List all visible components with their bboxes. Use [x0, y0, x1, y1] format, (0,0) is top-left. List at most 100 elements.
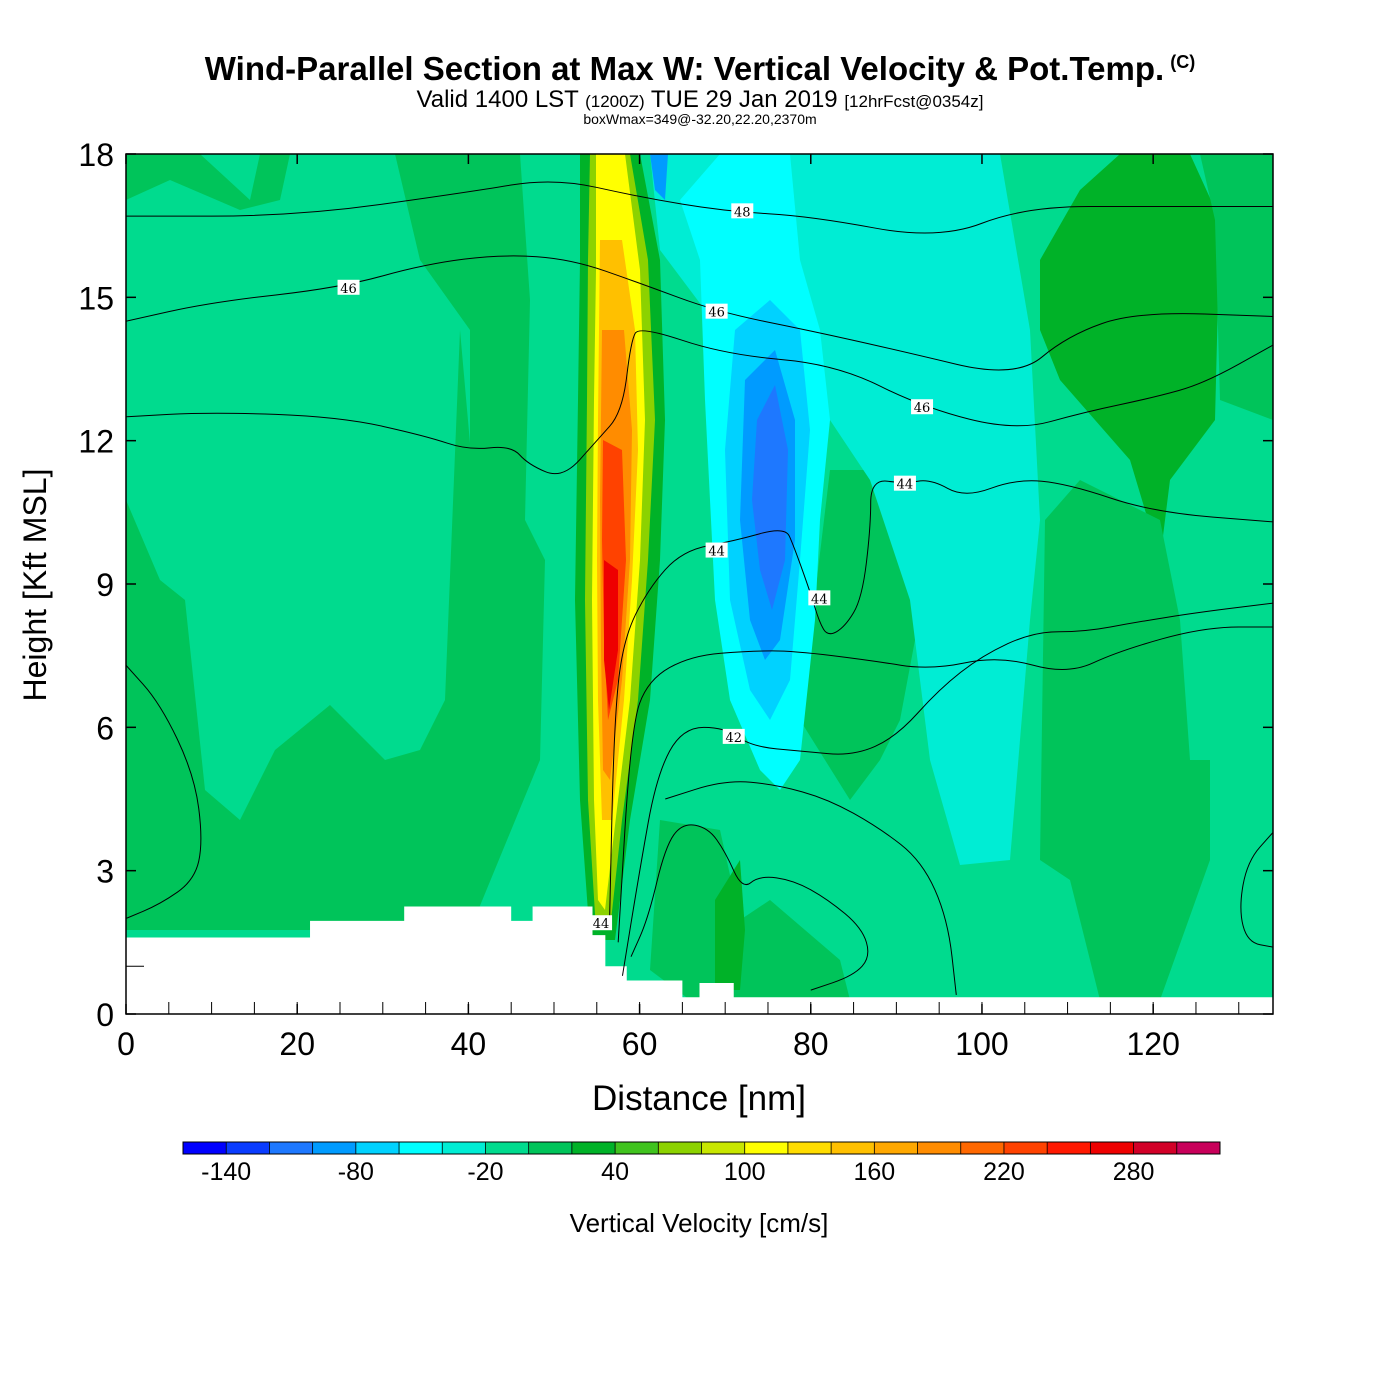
y-axis: 0 3 6 9 12 15 18: [78, 137, 1273, 1033]
contour-label: 44: [808, 590, 831, 607]
x-tick-label: 0: [117, 1026, 135, 1062]
colorbar-swatch: [571, 1142, 616, 1154]
contour-line-40: [126, 664, 202, 919]
contour-label-text: 46: [340, 282, 357, 297]
colorbar-swatch: [917, 1142, 962, 1154]
field-band-top-left: [126, 154, 290, 210]
colorbar-tick-label: -140: [201, 1158, 251, 1186]
colorbar-swatch: [1003, 1142, 1048, 1154]
contour-line-44: [617, 626, 1273, 943]
colorbar-tick-label: 220: [983, 1158, 1025, 1186]
y-tick-label: 15: [78, 280, 114, 316]
colorbar-swatch: [226, 1142, 270, 1154]
colorbar-tick-label: -20: [467, 1158, 503, 1186]
colorbar-swatch: [658, 1142, 702, 1154]
colorbar-swatch: [831, 1142, 875, 1154]
y-tick-label: 18: [78, 137, 114, 173]
contour-label-text: 48: [734, 205, 751, 220]
field-band-mid-right: [800, 470, 920, 800]
chart-subtitle: Valid 1400 LST (1200Z) TUE 29 Jan 2019 […: [0, 86, 1400, 114]
terrain: [126, 906, 1273, 1014]
valid-utc: (1200Z): [585, 92, 645, 111]
colorbar-swatch: [787, 1142, 832, 1154]
valid-date: TUE 29 Jan 2019: [650, 86, 838, 113]
colorbar-swatch: [312, 1142, 357, 1154]
colorbar-swatch: [183, 1142, 227, 1154]
field-downdraft-top: [650, 154, 668, 200]
contour-line-48: [126, 181, 1273, 234]
contour-label-text: 46: [708, 306, 725, 321]
colorbar-swatch: [399, 1142, 443, 1154]
field-band-low-dark: [715, 860, 745, 990]
field-downdraft-core: [752, 385, 788, 610]
colorbar-swatch: [442, 1142, 486, 1154]
contour-label-text: 44: [897, 478, 914, 493]
contour-line-42: [630, 824, 869, 991]
y-tick-label: 0: [96, 997, 114, 1033]
valid-time: Valid 1400 LST: [416, 86, 579, 113]
box-wmax-info: boxWmax=349@-32.20,22.20,2370m: [583, 111, 817, 127]
colorbar-swatch: [1133, 1142, 1178, 1154]
contour-line-46: [126, 255, 1273, 371]
colorbar-swatch: [1090, 1142, 1135, 1154]
field-band-far-right: [1200, 154, 1273, 420]
colorbar-swatch: [744, 1142, 789, 1154]
contour-label: 46: [705, 303, 728, 321]
colorbar-ticks: -140 -80 -20 40 100 160 220 280: [201, 1158, 1154, 1186]
y-tick-label: 12: [78, 424, 114, 460]
x-tick-label: 120: [1126, 1026, 1179, 1062]
x-tick-label: 60: [622, 1026, 658, 1062]
colorbar-swatch: [615, 1142, 659, 1154]
x-axis: 0 20 40 60 80 100 120: [117, 154, 1180, 1062]
x-tick-label: 100: [955, 1026, 1008, 1062]
copyright-mark: (C): [1170, 52, 1196, 72]
colorbar-tick-label: 280: [1113, 1158, 1155, 1186]
field-band-right: [1040, 154, 1220, 560]
colorbar-swatch: [701, 1142, 746, 1154]
forecast-info: [12hrFcst@0354z]: [844, 92, 984, 111]
x-tick-label: 20: [279, 1026, 315, 1062]
colorbar-swatch: [960, 1142, 1005, 1154]
contour-label: 48: [731, 203, 754, 220]
contour-label: 44: [893, 475, 916, 493]
y-tick-label: 6: [96, 710, 114, 746]
y-tick-label: 9: [96, 567, 114, 603]
contour-label: 46: [337, 279, 360, 297]
contour-label-text: 44: [708, 545, 725, 560]
colorbar: [182, 1141, 1221, 1155]
contour-label: 44: [705, 542, 728, 560]
pot-temp-contour-labels: 48 46 46 46 44 44 44 42 44: [337, 203, 934, 932]
colorbar-tick-label: 160: [853, 1158, 895, 1186]
colorbar-swatch: [874, 1142, 919, 1154]
contour-label: 42: [722, 728, 745, 746]
chart-title: Wind-Parallel Section at Max W: Vertical…: [204, 50, 1196, 87]
colorbar-swatch: [528, 1142, 573, 1154]
pot-temp-contours: [126, 181, 1273, 995]
colorbar-tick-label: 40: [601, 1158, 629, 1186]
field-band-left: [126, 330, 475, 930]
field-band-center: [395, 154, 545, 930]
contour-line-46: [126, 330, 1273, 475]
x-axis-label: Distance [nm]: [592, 1079, 806, 1118]
contour-label-text: 44: [811, 592, 828, 607]
contour-line-44: [609, 480, 1273, 919]
x-tick-label: 80: [793, 1026, 829, 1062]
colorbar-swatch: [1176, 1142, 1221, 1154]
contour-line-42: [665, 781, 957, 995]
colorbar-swatch: [355, 1142, 400, 1154]
contour-label: 44: [590, 915, 613, 932]
colorbar-tick-label: 100: [724, 1158, 766, 1186]
contour-line-42: [621, 602, 1273, 976]
y-tick-label: 3: [96, 854, 114, 890]
contour-label-text: 46: [914, 401, 931, 416]
field-band-low-center: [650, 820, 850, 1000]
velocity-field: [126, 154, 1273, 1014]
field-updraft-core: [604, 560, 618, 710]
field-band-right-low: [1040, 480, 1210, 1000]
contour-label: 46: [911, 399, 934, 416]
colorbar-tick-label: -80: [338, 1158, 374, 1186]
colorbar-label: Vertical Velocity [cm/s]: [570, 1208, 829, 1238]
x-tick-label: 40: [451, 1026, 487, 1062]
y-axis-label: Height [Kft MSL]: [17, 469, 53, 702]
colorbar-swatch: [485, 1142, 530, 1154]
